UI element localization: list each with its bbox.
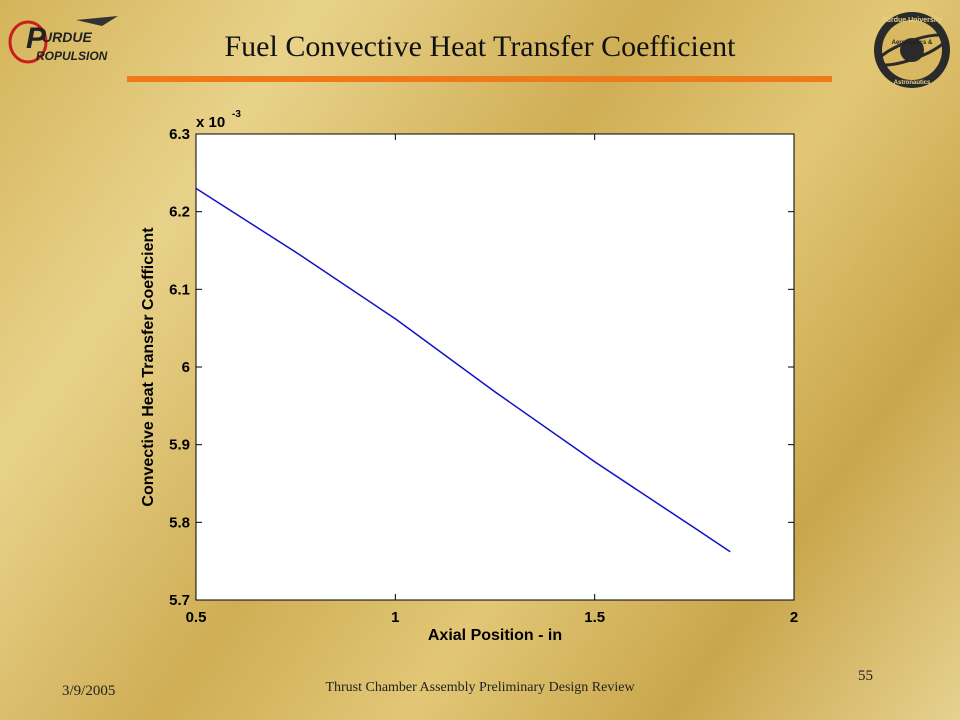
title-rule [127, 76, 832, 82]
y-tick-label: 6.3 [169, 126, 190, 143]
y-tick-label: 5.9 [169, 437, 190, 454]
logo-left-word1: URDUE [42, 29, 92, 45]
x-tick-label: 0.5 [186, 609, 207, 626]
seal-text-3: Astronautics [894, 80, 931, 86]
x-tick-label: 1.5 [584, 609, 605, 626]
footer-title: Thrust Chamber Assembly Preliminary Desi… [325, 680, 635, 695]
y-tick-label: 6 [182, 359, 190, 376]
y-tick-label: 5.8 [169, 514, 190, 531]
y-multiplier-label: x 10 [196, 114, 225, 131]
x-tick-label: 2 [790, 609, 798, 626]
purdue-propulsion-logo: P URDUE ROPULSION [8, 16, 118, 64]
series-layer [195, 187, 731, 553]
slide-title: Fuel Convective Heat Transfer Coefficien… [224, 30, 736, 63]
seal-text-1: Purdue University [882, 17, 942, 24]
x-tick-label: 1 [391, 609, 399, 626]
plot-area [195, 133, 795, 601]
y-axis-label: Convective Heat Transfer Coefficient [140, 227, 157, 507]
ticks-layer: 0.5 1 1.5 2 5.7 5.8 5.9 6 6.1 6.2 6.3 [169, 126, 798, 626]
y-tick-label: 6.1 [169, 281, 190, 298]
x-axis-label: Axial Position - in [428, 627, 562, 644]
purdue-aeronautics-seal: Purdue University Aeronautics & Astronau… [874, 12, 950, 88]
y-tick-label: 6.2 [169, 204, 190, 221]
footer-date: 3/9/2005 [62, 683, 116, 699]
logo-left-word2: ROPULSION [36, 49, 108, 63]
svg-text:P: P [26, 22, 47, 55]
y-multiplier-exponent: -3 [232, 109, 241, 120]
seal-text-2: Aeronautics & [892, 40, 933, 46]
page-number: 55 [858, 668, 873, 684]
series-line [195, 187, 731, 553]
y-tick-label: 5.7 [169, 592, 190, 609]
